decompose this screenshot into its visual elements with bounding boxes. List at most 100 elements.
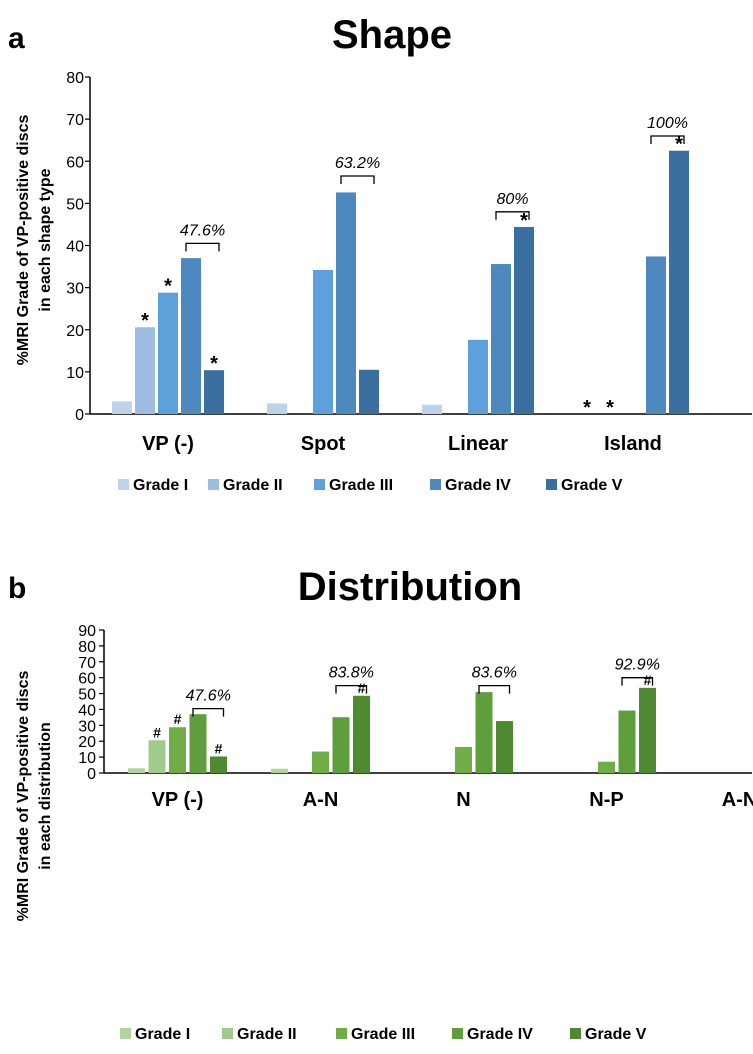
panel-b-y-tick-label: 20 (78, 734, 96, 751)
panel-b-bar (332, 717, 350, 773)
panel-b-bar (618, 710, 636, 773)
panel-b-category-label: N (456, 789, 470, 811)
panel-a-y-tick-label: 10 (66, 365, 84, 382)
panel-b-y-tick-label: 0 (87, 766, 96, 783)
panel-b-significance-marker: # (358, 680, 366, 696)
panel-b-ylabel-line1: %MRI Grade of VP-positive discs (15, 671, 32, 922)
panel-a-bracket (650, 135, 685, 144)
panel-b-legend-swatch (222, 1028, 233, 1039)
panel-b-legend-swatch (120, 1028, 131, 1039)
panel-b-bar (353, 695, 370, 773)
panel-b-bracket-label: 83.6% (472, 665, 517, 682)
panel-a-bar (313, 269, 333, 414)
panel-b-bar (455, 746, 472, 773)
panel-a-bracket-label: 80% (496, 191, 528, 208)
panel-b-label: b (8, 572, 26, 605)
panel-a-bracket (185, 242, 220, 252)
panel-a-y-tick-label: 40 (66, 239, 84, 256)
panel-b-y-tick-label: 50 (78, 687, 96, 704)
panel-b-bar (639, 687, 656, 773)
panel-a-y-tick-label: 0 (75, 407, 84, 424)
panel-a-y-tick-label: 30 (66, 281, 84, 298)
panel-a-bracket-label: 63.2% (335, 155, 380, 172)
panel-b-bracket (478, 684, 511, 694)
panel-b-category-label: N-P (589, 789, 623, 811)
panel-a-significance-marker: * (675, 134, 683, 156)
panel-a-bracket (340, 175, 375, 184)
panel-a-bracket-label: 47.6% (180, 222, 225, 239)
panel-b-bracket-label: 47.6% (186, 688, 231, 705)
panel-b-bar (148, 740, 166, 773)
panel-a-legend-label: Grade I (133, 477, 188, 494)
panel-a: a Shape %MRI Grade of VP-positive discs … (8, 13, 752, 494)
panel-a-bar (514, 226, 534, 414)
panel-a-category-label: VP (-) (142, 433, 194, 455)
panel-a-bar (267, 403, 287, 414)
panel-a-bar (112, 401, 132, 414)
panel-a-bar (669, 150, 689, 414)
panel-b-legend-label: Grade II (237, 1026, 297, 1043)
panel-b-legend-label: Grade I (135, 1026, 190, 1043)
panel-b-legend-label: Grade V (585, 1026, 647, 1043)
panel-b-y-tick-label: 10 (78, 750, 96, 767)
panel-a-ylabel-line2: in each shape type (37, 168, 54, 311)
panel-a-bar (204, 370, 224, 414)
panel-a-bracket-label: 100% (647, 115, 688, 132)
panel-b-ylabel-line2: in each distribution (37, 722, 54, 870)
panel-b-bracket (621, 677, 654, 686)
panel-a-bracket (495, 211, 530, 220)
panel-a-bar (359, 369, 379, 414)
panel-b-y-tick-label: 70 (78, 655, 96, 672)
panel-b-bracket (192, 708, 225, 717)
panel-a-y-tick-label: 50 (66, 196, 84, 213)
panel-a-legend-label: Grade IV (445, 477, 511, 494)
panel-a-label: a (8, 22, 25, 55)
panel-b-bar (169, 727, 186, 773)
panel-b-significance-marker: # (215, 740, 223, 756)
panel-a-bar (422, 404, 442, 414)
panel-a-legend-swatch (314, 479, 325, 490)
panel-a-bar (646, 256, 666, 414)
panel-a-bar (491, 264, 511, 414)
panel-b-y-tick-label: 60 (78, 671, 96, 688)
panel-a-bar (468, 339, 488, 414)
panel-b-bar (312, 751, 329, 773)
panel-a-title: Shape (332, 13, 452, 57)
panel-a-legend-swatch (118, 479, 129, 490)
panel-a-significance-marker: * (606, 397, 614, 419)
panel-b-bar (475, 692, 493, 773)
panel-a-category-label: Island (604, 433, 662, 455)
panel-b-bracket (335, 684, 368, 694)
panel-a-y-tick-label: 80 (66, 70, 84, 87)
panel-a-significance-marker: * (164, 276, 172, 298)
panel-b-category-label: VP (-) (152, 789, 204, 811)
panel-b: b Distribution %MRI Grade of VP-positive… (8, 565, 753, 1043)
panel-b-legend-swatch (452, 1028, 463, 1039)
panel-a-category-label: Linear (448, 433, 508, 455)
panel-a-category-label: Spot (301, 433, 346, 455)
panel-b-legend-label: Grade IV (467, 1026, 533, 1043)
panel-b-legend-swatch (336, 1028, 347, 1039)
panel-b-bracket-label: 92.9% (615, 657, 660, 674)
panel-a-y-tick-label: 70 (66, 112, 84, 129)
panel-b-title: Distribution (298, 565, 522, 609)
panel-a-legend-swatch (546, 479, 557, 490)
panel-a-significance-marker: * (210, 353, 218, 375)
panel-b-y-tick-label: 30 (78, 718, 96, 735)
panel-b-bracket-label: 83.8% (329, 665, 374, 682)
panel-a-bar (135, 327, 155, 414)
panel-b-legend-swatch (570, 1028, 581, 1039)
panel-b-significance-marker: # (644, 672, 652, 688)
panel-a-legend-label: Grade III (329, 477, 393, 494)
panel-b-category-label: A-N-P (722, 789, 753, 811)
panel-a-legend-swatch (208, 479, 219, 490)
panel-a-y-tick-label: 60 (66, 154, 84, 171)
panel-a-legend-swatch (430, 479, 441, 490)
panel-b-bar (496, 721, 513, 773)
panel-b-bar (210, 756, 227, 773)
panel-a-bar (336, 192, 356, 414)
panel-b-significance-marker: # (174, 711, 182, 727)
panel-a-significance-marker: * (520, 210, 528, 232)
